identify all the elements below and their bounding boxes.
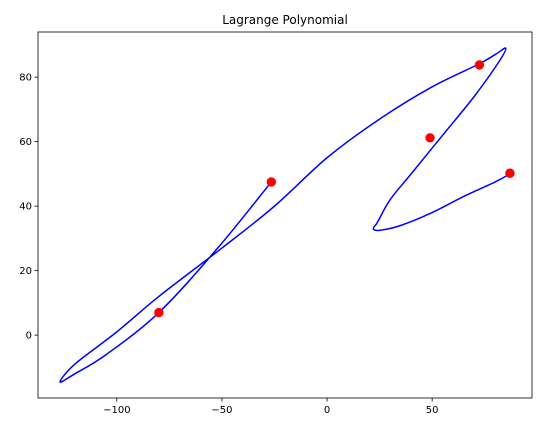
data-point [474,60,485,70]
x-tick-label: −100 [103,405,130,416]
y-tick-label: 40 [19,202,32,213]
x-tick-label: −50 [211,405,232,416]
chart-title: Lagrange Polynomial [222,13,348,27]
y-tick-label: 60 [19,137,32,148]
data-point [154,307,164,318]
x-tick-label: 0 [324,405,330,416]
x-tick-label: 50 [426,405,439,416]
plot-marks [59,47,515,383]
y-tick-label: 0 [26,331,32,342]
data-point [505,168,515,178]
polynomial-curve [59,47,511,383]
data-point [266,177,277,187]
axes: −100 −50 0 50 0 20 40 60 80 [19,73,438,416]
plot-frame [37,31,533,399]
data-point [425,133,435,143]
y-tick-label: 20 [19,266,32,277]
y-tick-label: 80 [19,73,32,84]
